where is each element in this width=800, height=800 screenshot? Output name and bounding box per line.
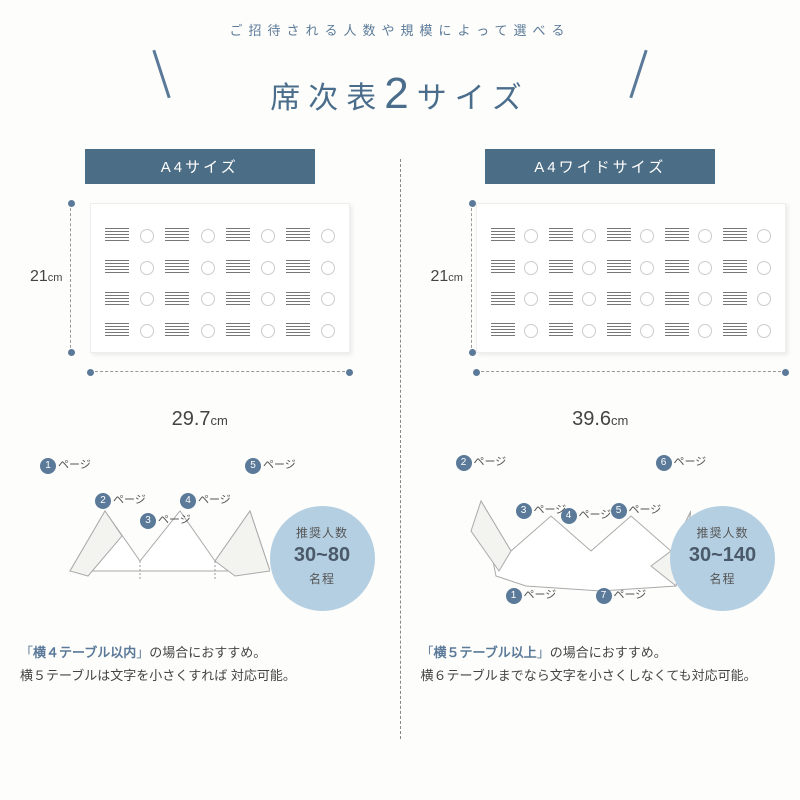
decoration-slash-right [629,50,647,98]
desc-line2: 横５テーブルは文字を小さくすれば 対応可能。 [20,668,296,683]
title-number: 2 [384,69,416,118]
width-unit: cm [211,413,228,428]
desc-line2: 横６テーブルまでなら文字を小さくしなくても対応可能。 [421,668,757,683]
sheet-preview-a4wide [476,203,786,353]
fold-diagram-a4: 1ページ 2ページ 3ページ 4ページ 5ページ 推奨人数 30~80 名程 [20,451,380,631]
page-tag: 6ページ [656,453,707,471]
chart-a4wide: 21cm [421,198,781,378]
width-unit: cm [611,413,628,428]
capacity-label: 推奨人数 [270,524,375,541]
main-title: 席次表2サイズ [270,69,530,119]
desc-rest: の場合におすすめ。 [149,645,266,660]
height-unit: cm [48,272,63,284]
page-tag: 5ページ [611,501,662,519]
width-label: 29.7cm [20,408,380,431]
title-suffix: サイズ [417,82,530,115]
size-badge-a4wide: A4ワイドサイズ [485,149,715,184]
size-badge-a4: A4サイズ [85,149,315,184]
width-value: 29.7 [172,408,211,430]
capacity-badge: 推奨人数 30~80 名程 [270,506,375,611]
height-value: 21 [431,268,449,285]
width-label: 39.6cm [421,408,781,431]
page-tag: 3ページ [516,501,567,519]
height-value: 21 [30,268,48,285]
fold-diagram-a4wide: 2ページ 3ページ 4ページ 5ページ 6ページ 1ページ 7ページ 推奨人数 … [421,451,781,631]
page-tag: 1ページ [506,586,557,604]
desc-highlight: 横５テーブル以上 [434,645,537,660]
capacity-badge: 推奨人数 30~140 名程 [670,506,775,611]
page-tag: 1ページ [40,456,91,474]
capacity-unit: 名程 [270,570,375,587]
capacity-range: 30~80 [270,544,375,567]
fold-icon [50,471,270,601]
page-tag: 4ページ [180,491,231,509]
height-dimension: 21cm [30,203,80,353]
capacity-range: 30~140 [670,544,775,567]
subtitle: ご招待される人数や規模によって選べる [0,0,800,39]
page-tag: 5ページ [245,456,296,474]
description-a4: 「横４テーブル以内」の場合におすすめ。 横５テーブルは文字を小さくすれば 対応可… [20,641,380,688]
decoration-slash-left [152,50,170,98]
page-tag: 7ページ [596,586,647,604]
capacity-label: 推奨人数 [670,524,775,541]
title-prefix: 席次表 [270,82,384,115]
description-a4wide: 「横５テーブル以上」の場合におすすめ。 横６テーブルまでなら文字を小さくしなくて… [421,641,781,688]
width-dimension [476,363,786,393]
capacity-unit: 名程 [670,570,775,587]
height-dimension: 21cm [431,203,481,353]
width-dimension [90,363,350,393]
fold-icon [451,471,691,611]
page-tag: 2ページ [95,491,146,509]
title-wrap: 席次表2サイズ [0,69,800,119]
chart-a4: 21cm [20,198,380,378]
page-tag: 3ページ [140,511,191,529]
width-value: 39.6 [572,408,611,430]
page-tag: 2ページ [456,453,507,471]
page-tag: 4ページ [561,506,612,524]
column-a4: A4サイズ 21cm 29.7cm [0,149,400,769]
desc-highlight: 横４テーブル以内 [33,645,136,660]
height-unit: cm [448,272,463,284]
column-a4wide: A4ワイドサイズ 21cm 39.6cm [401,149,800,769]
sheet-preview-a4 [90,203,350,353]
desc-rest: の場合におすすめ。 [550,645,667,660]
comparison-columns: A4サイズ 21cm 29.7cm [0,149,800,769]
